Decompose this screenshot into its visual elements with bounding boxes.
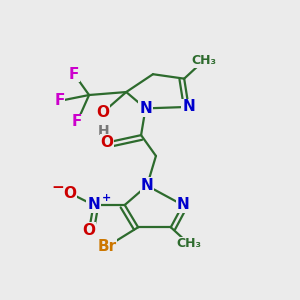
Text: −: −: [51, 180, 64, 195]
Text: O: O: [96, 105, 109, 120]
Text: F: F: [54, 94, 64, 109]
Text: +: +: [101, 194, 111, 203]
Text: F: F: [69, 67, 80, 82]
Text: Br: Br: [97, 239, 116, 254]
Text: O: O: [100, 135, 113, 150]
Text: CH₃: CH₃: [191, 54, 216, 67]
Text: O: O: [63, 186, 76, 201]
Text: CH₃: CH₃: [176, 237, 201, 250]
Text: N: N: [141, 178, 153, 193]
Text: H: H: [98, 124, 110, 138]
Text: N: N: [182, 99, 195, 114]
Text: N: N: [176, 197, 189, 212]
Text: O: O: [82, 223, 96, 238]
Text: N: N: [87, 197, 100, 212]
Text: F: F: [72, 114, 83, 129]
Text: N: N: [139, 101, 152, 116]
